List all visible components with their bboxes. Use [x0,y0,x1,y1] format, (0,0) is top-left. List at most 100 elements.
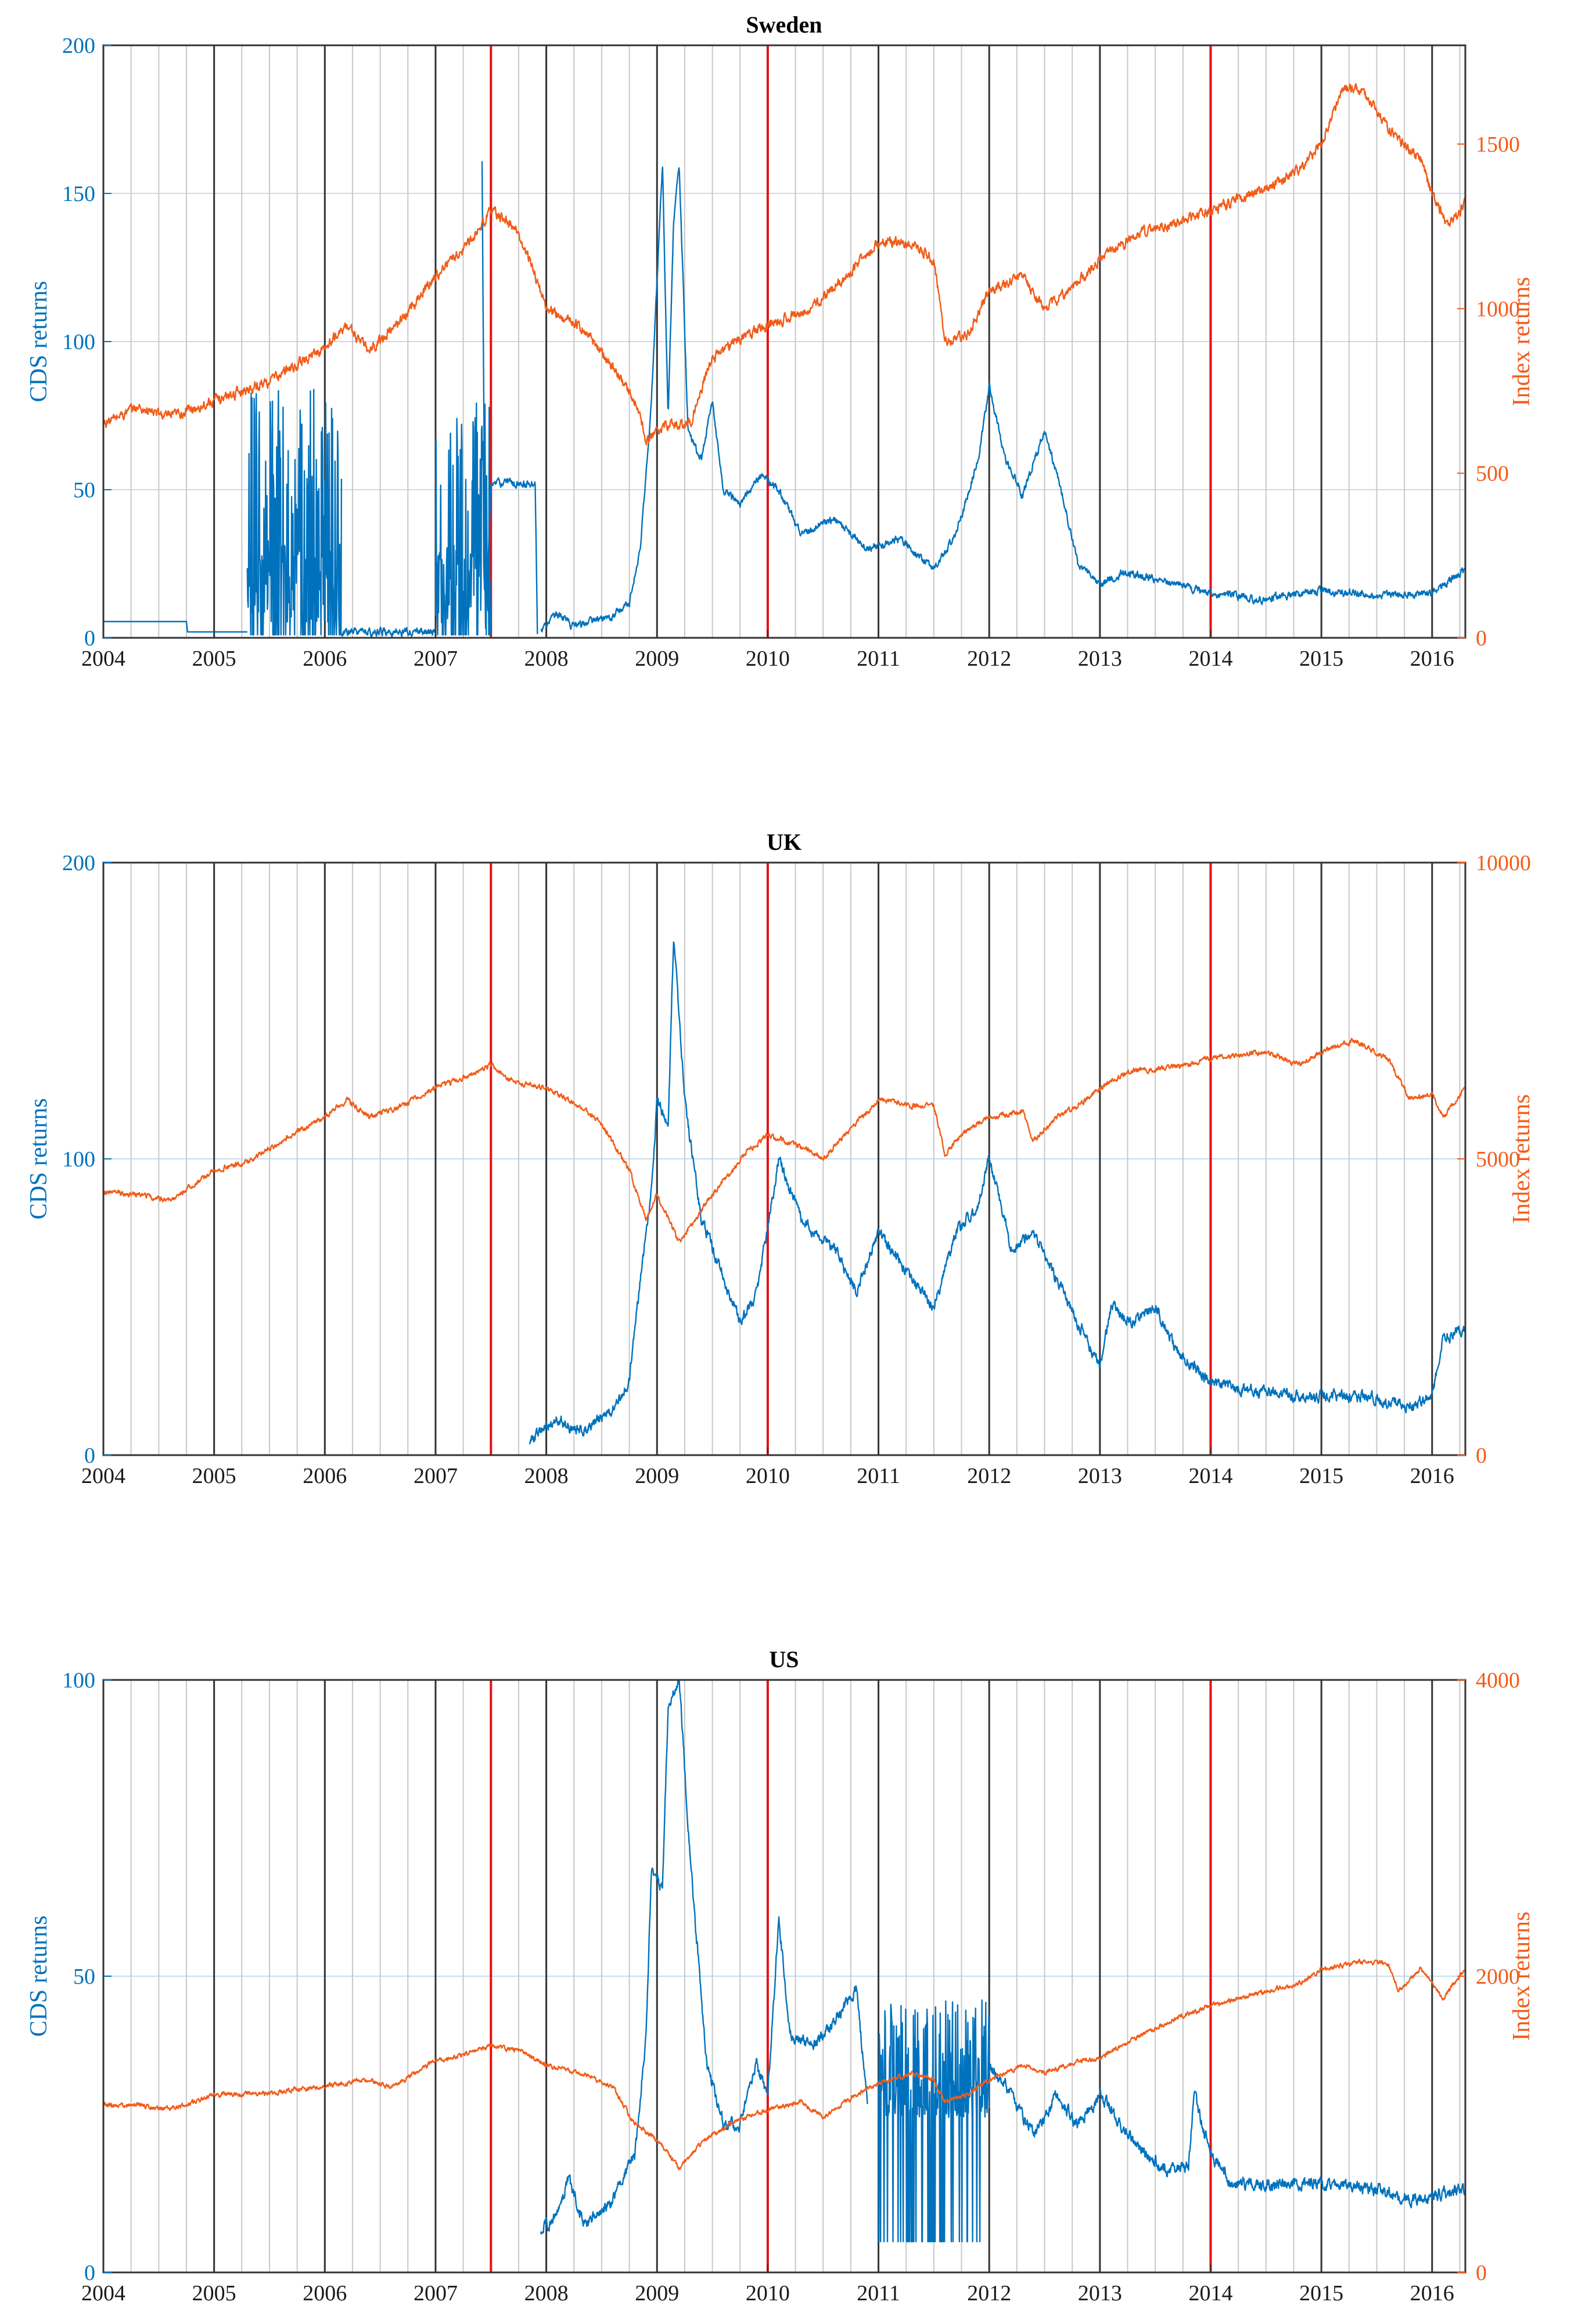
x-tick-label: 2012 [967,2281,1011,2306]
y-tick-label-right: 10000 [1476,851,1531,875]
y-tick-label-left: 0 [84,626,95,651]
x-tick-label: 2016 [1410,1464,1454,1488]
x-tick-label: 2010 [746,1464,790,1488]
y-tick-label-left: 100 [62,1147,95,1172]
chart-title: UK [767,829,801,855]
chart-title: US [769,1646,799,1672]
x-tick-label: 2004 [81,1464,125,1488]
y-tick-label-left: 0 [84,2261,95,2285]
x-tick-label: 2008 [524,1464,569,1488]
y-tick-label-left: 200 [62,34,95,58]
y-tick-label-left: 50 [73,478,95,502]
x-tick-label: 2004 [81,2281,125,2306]
series-line-segment [102,1958,1466,2170]
x-tick-label: 2007 [414,1464,458,1488]
series-line-segment [529,941,1466,1445]
x-tick-label: 2014 [1189,2281,1233,2306]
panel-sweden: 2004 2005 2006 2007 2008 2009 2010 2011 2012 2013… [26,12,1535,671]
x-tick-label: 2006 [303,1464,347,1488]
series-line-segment [988,2063,1466,2209]
y-tick-label-left: 100 [62,1668,95,1693]
x-tick-label: 2009 [635,1464,679,1488]
x-tick-label: 2005 [192,2281,236,2306]
panel-us: 2004 2005 2006 2007 2008 2009 2010 2011 2012 2013… [26,1646,1535,2306]
series-line-segment [246,389,343,636]
chart-title: Sweden [746,12,822,38]
y-tick-label-right: 0 [1476,2261,1487,2285]
series-line-segment [540,166,1466,633]
series-line-segment [540,1679,868,2235]
tick-layer: 2004 2005 2006 2007 2008 2009 2010 2011 2012 2013… [62,851,1531,1488]
series-line-segment [434,402,492,636]
cds-returns-series [540,1679,1466,2243]
x-tick-label: 2010 [746,647,790,671]
y-tick-label-right: 500 [1476,462,1509,486]
y-axis-label-right: Index returns [1508,1912,1535,2041]
cds-returns-series [529,941,1466,1445]
x-tick-label: 2014 [1189,1464,1233,1488]
series-line-segment [878,1999,990,2243]
x-tick-label: 2012 [967,1464,1011,1488]
x-tick-label: 2011 [857,647,900,671]
x-tick-label: 2005 [192,647,236,671]
x-tick-label: 2013 [1078,2281,1122,2306]
x-tick-label: 2016 [1410,2281,1454,2306]
x-tick-label: 2005 [192,1464,236,1488]
y-tick-label-right: 0 [1476,1444,1487,1468]
y-tick-label-right: 1000 [1476,297,1520,321]
y-axis-label-left: CDS returns [26,1916,52,2037]
index-returns-series [103,1037,1466,1243]
grid-layer [103,863,1465,1455]
y-tick-label-left: 200 [62,851,95,875]
x-tick-label: 2008 [524,2281,569,2306]
x-tick-label: 2015 [1299,1464,1343,1488]
y-axis-label-left: CDS returns [26,281,52,403]
x-tick-label: 2010 [746,2281,790,2306]
x-tick-label: 2008 [524,647,569,671]
x-tick-label: 2011 [857,2281,900,2306]
y-tick-label-left: 50 [73,1965,95,1989]
series-line-segment [481,161,538,634]
x-tick-label: 2013 [1078,1464,1122,1488]
y-tick-label-right: 0 [1476,626,1487,651]
y-tick-label-right: 5000 [1476,1147,1520,1172]
cds-returns-series [103,161,1466,638]
y-tick-label-left: 100 [62,330,95,354]
tick-layer: 2004 2005 2006 2007 2008 2009 2010 2011 2012 2013… [62,34,1520,671]
y-tick-label-right: 4000 [1476,1668,1520,1693]
y-tick-label-right: 1500 [1476,132,1520,157]
y-axis-label-right: Index returns [1508,277,1535,407]
series-layer [103,83,1466,638]
x-tick-label: 2011 [857,1464,900,1488]
x-tick-label: 2007 [414,2281,458,2306]
series-line-segment [103,83,1466,446]
x-tick-label: 2013 [1078,647,1122,671]
panel-uk: 2004 2005 2006 2007 2008 2009 2010 2011 2012 2013… [26,829,1535,1488]
x-tick-label: 2009 [635,2281,679,2306]
series-layer [103,941,1466,1445]
series-line-segment [103,620,247,633]
x-tick-label: 2006 [303,2281,347,2306]
x-tick-label: 2007 [414,647,458,671]
x-tick-label: 2016 [1410,647,1454,671]
y-tick-label-left: 0 [84,1444,95,1468]
x-tick-label: 2015 [1299,647,1343,671]
x-tick-label: 2009 [635,647,679,671]
x-tick-label: 2015 [1299,2281,1343,2306]
x-tick-label: 2006 [303,647,347,671]
x-tick-label: 2012 [967,647,1011,671]
x-tick-label: 2014 [1189,647,1233,671]
grid-layer [103,1680,1465,2272]
y-axis-label-left: CDS returns [26,1098,52,1220]
index-returns-series [103,83,1466,446]
series-line-segment [340,626,437,638]
tick-layer: 2004 2005 2006 2007 2008 2009 2010 2011 2012 2013… [62,1668,1520,2306]
series-line-segment [103,1037,1466,1243]
y-axis-label-right: Index returns [1508,1094,1535,1224]
y-tick-label-left: 150 [62,182,95,206]
series-layer [102,1679,1466,2243]
y-tick-label-right: 2000 [1476,1965,1520,1989]
x-tick-label: 2004 [81,647,125,671]
index-returns-series [102,1958,1466,2170]
